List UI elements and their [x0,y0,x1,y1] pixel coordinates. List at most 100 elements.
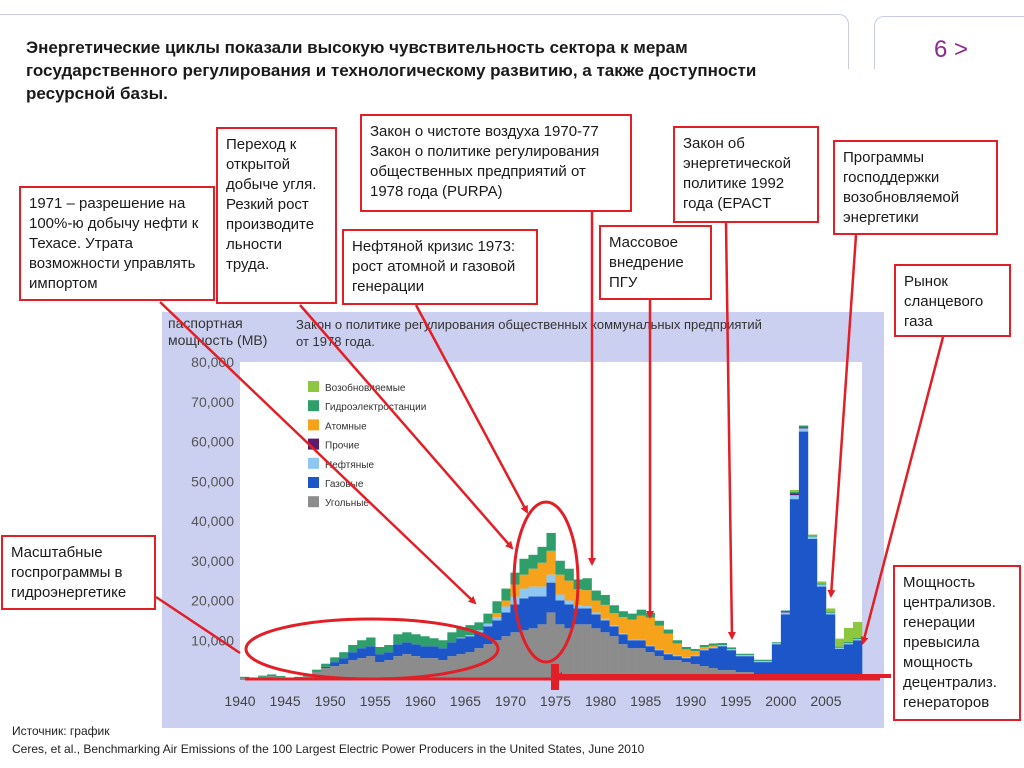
source-note: Источник: график Ceres, et al., Benchmar… [12,722,644,758]
bar-segment [411,644,421,657]
bar-segment [591,612,601,615]
bar-series [240,425,863,680]
legend-label: Возобновляемые [325,382,406,394]
annotation-arrow [299,304,514,550]
x-tick-label: 2005 [810,693,841,709]
bar-segment [375,647,385,655]
bar-segment [465,635,475,637]
bar-segment [699,650,710,667]
bar-segment [546,532,556,551]
bar-segment [438,640,448,649]
bar-segment [771,643,782,645]
bar-segment [789,493,800,496]
bar-segment [852,637,863,640]
legend-label: Атомные [325,421,367,432]
legend-swatch [308,400,319,412]
slide-title: Энергетические циклы показали высокую чу… [26,38,757,103]
bar-segment [681,649,692,658]
inner-note: Закон о политике регулирования обществен… [296,317,762,349]
x-tick-label: 1950 [315,693,346,709]
bar-segment [708,643,719,646]
bar-segment [519,598,529,631]
callout-centralized-capacity: Мощность централизов. генерации превысил… [893,565,1021,721]
bar-segment [672,640,683,644]
x-tick-label: 1995 [720,693,751,709]
bar-segment [492,613,502,618]
bar-segment [321,668,331,680]
bar-segment [717,643,728,646]
bar-segment [483,613,493,624]
bar-segment [780,610,791,612]
bar-segment [483,623,493,627]
y-axis-ticks: 80,000 70,000 60,000 50,000 40,000 30,000 20,0… [191,354,234,648]
bar-segment [663,629,673,634]
bar-segment [816,584,827,587]
bar-segment [492,601,502,614]
bar-segment [582,606,592,609]
bar-segment [627,648,637,680]
y-tick-label: 70,000 [191,394,234,410]
bar-segment [654,656,664,680]
bar-segment [546,582,556,613]
bar-segment [465,636,475,653]
bar-segment [636,640,646,649]
annotation-arrow [724,222,736,640]
bar-segment [393,634,403,645]
x-tick-label: 1975 [540,693,571,709]
bar-segment [591,600,601,613]
bar-segment [708,648,719,669]
bar-segment [447,656,457,680]
y-tick-label: 40,000 [191,513,234,529]
bar-segment [654,620,664,626]
bar-segment [573,608,583,625]
bar-segment [699,666,710,680]
bar-segment [798,427,809,429]
x-tick-label: 1955 [360,693,391,709]
bar-segment [753,659,764,661]
bar-segment [438,648,448,661]
bar-segment [780,611,791,613]
bar-segment [429,658,439,680]
annotation-arrow [860,336,945,645]
bar-segment [825,611,836,613]
bar-segment [384,660,394,680]
bar-segment [816,586,827,679]
bar-segment [528,596,538,629]
bar-segment [645,617,655,646]
bar-segment [852,639,863,641]
bar-segment [798,425,809,428]
bar-segment [474,622,484,631]
bar-segment [681,658,692,663]
bar-segment [681,662,692,680]
bar-segment [609,626,619,637]
bar-segment [735,656,746,673]
bar-segment [348,660,358,680]
bar-segment [537,624,547,680]
x-tick-label: 1985 [630,693,661,709]
bar-segment [501,588,511,601]
bar-segment [636,615,646,640]
bar-segment [591,590,601,601]
bar-segment [393,644,403,657]
bar-segment [708,647,719,649]
bar-segment [465,652,475,680]
bar-segment [753,660,764,663]
bar-segment [600,604,610,619]
bar-segment [582,590,592,607]
source-line-2: Ceres, et al., Benchmarking Air Emission… [12,742,645,756]
bar-segment [447,642,457,657]
bar-segment [429,646,439,659]
page-number: 6 > [934,36,969,63]
y-axis-label-line1: паспортная [168,315,243,331]
callout-ccgt: Массовое внедрение ПГУ [599,225,712,300]
callout-shale-gas: Рынок сланцевого газа [894,264,1011,337]
bar-segment [393,656,403,680]
bar-segment [564,628,574,680]
bar-segment [681,647,692,650]
bar-segment [339,664,349,680]
bar-segment [672,660,683,680]
bar-segment [519,630,529,680]
bar-segment [762,662,773,675]
bar-segment [537,562,547,587]
bar-segment [312,669,322,672]
